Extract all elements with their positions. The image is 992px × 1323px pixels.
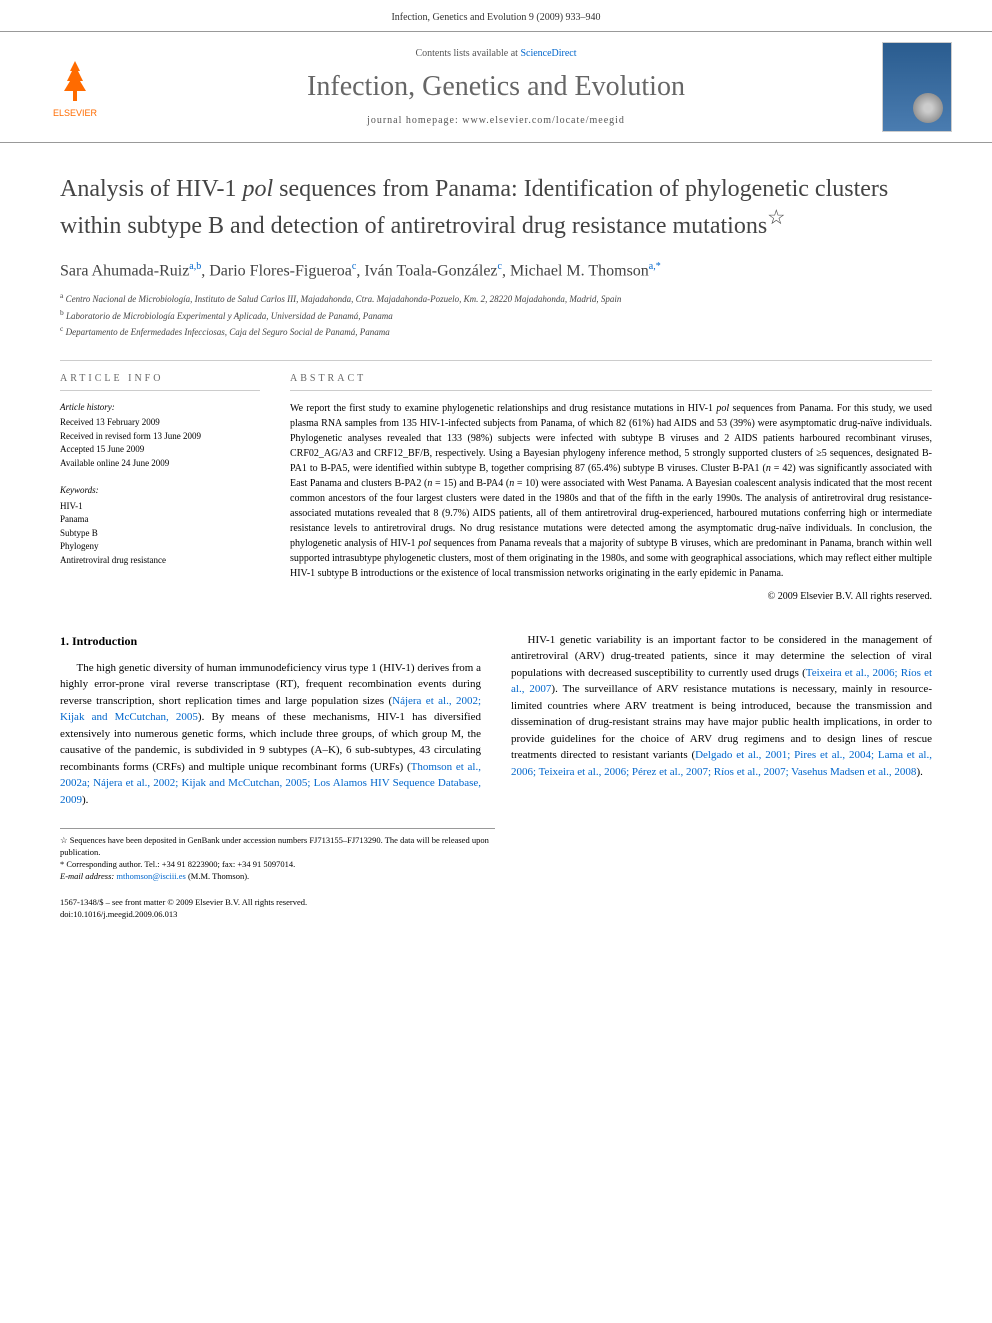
article-info: ARTICLE INFO Article history: Received 1… <box>60 373 260 602</box>
doi-line: doi:10.1016/j.meegid.2009.06.013 <box>60 909 495 921</box>
keyword: Subtype B <box>60 527 260 541</box>
footnote-corresponding: * Corresponding author. Tel.: +34 91 822… <box>60 859 495 871</box>
abstract-heading: ABSTRACT <box>290 373 932 391</box>
info-abstract-row: ARTICLE INFO Article history: Received 1… <box>60 360 932 602</box>
sciencedirect-link[interactable]: ScienceDirect <box>520 48 576 59</box>
elsevier-label: ELSEVIER <box>53 108 97 118</box>
elsevier-logo: ELSEVIER <box>40 47 110 127</box>
issn-line: 1567-1348/$ – see front matter © 2009 El… <box>60 897 495 909</box>
contents-line: Contents lists available at ScienceDirec… <box>110 48 882 59</box>
footnote-email: E-mail address: mthomson@isciii.es (M.M.… <box>60 871 495 883</box>
journal-homepage: journal homepage: www.elsevier.com/locat… <box>110 115 882 126</box>
keywords-label: Keywords: <box>60 484 260 498</box>
authors: Sara Ahumada-Ruiza,b, Dario Flores-Figue… <box>60 261 932 280</box>
abstract-text: We report the first study to examine phy… <box>290 401 932 581</box>
keyword: Panama <box>60 513 260 527</box>
journal-name: Infection, Genetics and Evolution <box>110 71 882 103</box>
info-heading: ARTICLE INFO <box>60 373 260 391</box>
article-title: Analysis of HIV-1 pol sequences from Pan… <box>60 173 932 243</box>
journal-cover-thumbnail <box>882 42 952 132</box>
tree-icon <box>50 56 100 106</box>
affiliations: a Centro Nacional de Microbiología, Inst… <box>60 290 932 340</box>
body-columns: 1. Introduction The high genetic diversi… <box>60 632 932 809</box>
received-date: Received 13 February 2009 <box>60 416 260 430</box>
article-body: Analysis of HIV-1 pol sequences from Pan… <box>0 143 992 950</box>
online-date: Available online 24 June 2009 <box>60 457 260 471</box>
footnote-accession: ☆ Sequences have been deposited in GenBa… <box>60 835 495 859</box>
email-link[interactable]: mthomson@isciii.es <box>116 871 185 881</box>
section-heading: 1. Introduction <box>60 632 481 650</box>
accepted-date: Accepted 15 June 2009 <box>60 443 260 457</box>
history-label: Article history: <box>60 401 260 415</box>
abstract: ABSTRACT We report the first study to ex… <box>290 373 932 602</box>
keyword: HIV-1 <box>60 500 260 514</box>
revised-date: Received in revised form 13 June 2009 <box>60 430 260 444</box>
paragraph: HIV-1 genetic variability is an importan… <box>511 632 932 781</box>
footer-meta: 1567-1348/$ – see front matter © 2009 El… <box>60 897 495 921</box>
masthead: ELSEVIER Contents lists available at Sci… <box>0 31 992 143</box>
masthead-center: Contents lists available at ScienceDirec… <box>110 48 882 126</box>
copyright: © 2009 Elsevier B.V. All rights reserved… <box>290 591 932 602</box>
keyword: Antiretroviral drug resistance <box>60 554 260 568</box>
paragraph: The high genetic diversity of human immu… <box>60 660 481 809</box>
footnotes: ☆ Sequences have been deposited in GenBa… <box>60 828 495 883</box>
running-header: Infection, Genetics and Evolution 9 (200… <box>0 0 992 31</box>
keyword: Phylogeny <box>60 540 260 554</box>
